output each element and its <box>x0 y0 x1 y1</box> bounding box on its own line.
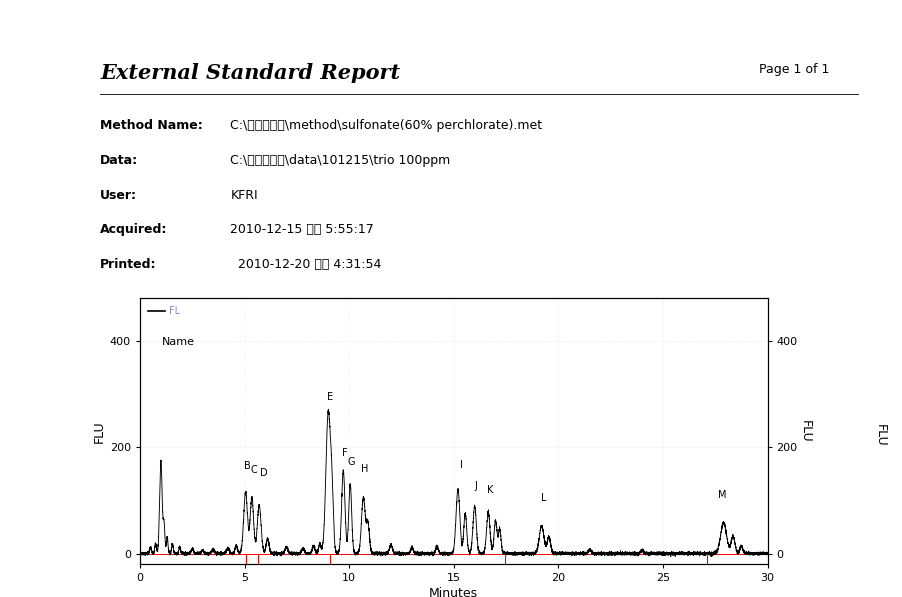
Y-axis label: FLU: FLU <box>93 420 106 442</box>
Text: B: B <box>244 461 251 471</box>
Text: User:: User: <box>100 189 137 202</box>
Text: J: J <box>474 481 476 491</box>
Text: C: C <box>251 465 257 475</box>
Text: Data:: Data: <box>100 154 138 167</box>
Text: K: K <box>487 485 493 495</box>
Text: C:\계면활성제\method\sulfonate(60% perchlorate).met: C:\계면활성제\method\sulfonate(60% perchlorat… <box>230 119 542 133</box>
Text: M: M <box>717 490 726 500</box>
Text: C:\계면활성제\data\101215\trio 100ppm: C:\계면활성제\data\101215\trio 100ppm <box>230 154 450 167</box>
Text: Printed:: Printed: <box>100 258 157 271</box>
Text: L: L <box>540 493 546 503</box>
Text: E: E <box>327 392 333 402</box>
Text: 2010-12-20 오후 4:31:54: 2010-12-20 오후 4:31:54 <box>230 258 382 271</box>
Text: KFRI: KFRI <box>230 189 258 202</box>
Text: G: G <box>347 457 354 467</box>
Text: External Standard Report: External Standard Report <box>100 63 400 83</box>
Text: FLU: FLU <box>873 424 886 447</box>
Text: H: H <box>361 464 368 474</box>
Text: Acquired:: Acquired: <box>100 223 168 236</box>
Text: D: D <box>259 467 267 478</box>
Text: Page 1 of 1: Page 1 of 1 <box>758 63 828 76</box>
Text: Name: Name <box>161 337 195 347</box>
Y-axis label: FLU: FLU <box>797 420 811 442</box>
Legend: FL: FL <box>144 303 183 319</box>
Text: F: F <box>341 448 347 458</box>
Text: 2010-12-15 오후 5:55:17: 2010-12-15 오후 5:55:17 <box>230 223 373 236</box>
Text: Method Name:: Method Name: <box>100 119 203 133</box>
X-axis label: Minutes: Minutes <box>428 587 478 597</box>
Text: I: I <box>459 460 462 470</box>
